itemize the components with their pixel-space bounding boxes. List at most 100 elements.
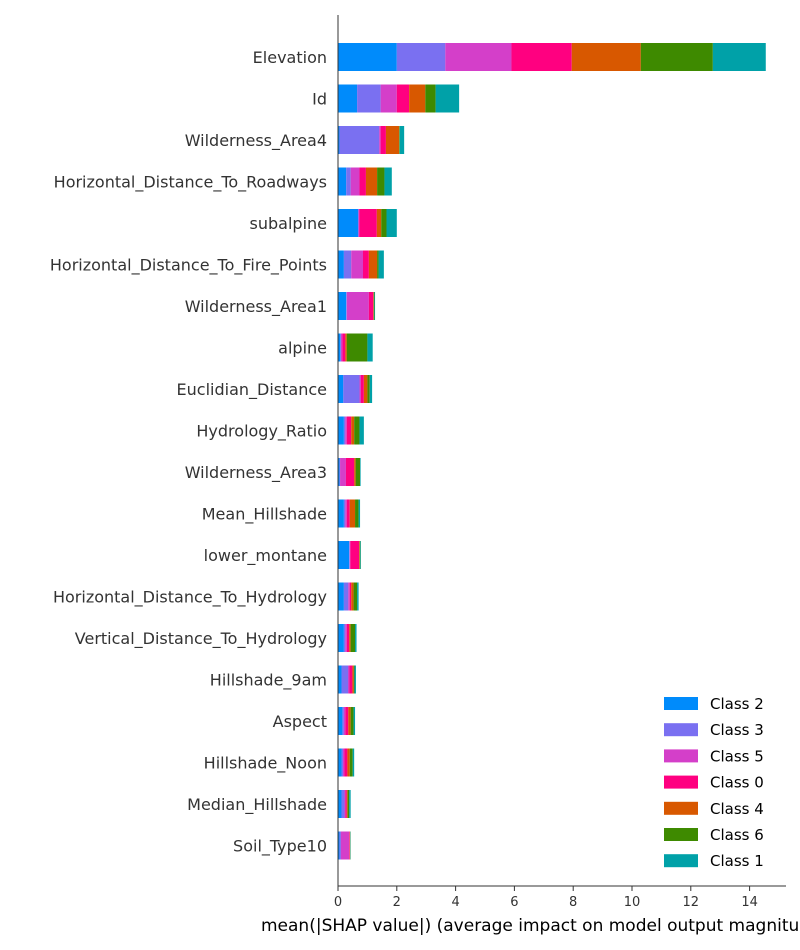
legend-swatch-class-2 [664,697,698,710]
x-tick-label: 2 [393,895,401,910]
bar-wilderness-area1-class-2 [338,292,347,320]
bar-horizontal-distance-to-fire-points-class-0 [362,250,369,279]
bar-wilderness-area1-class-0 [368,292,374,320]
bar-vertical-distance-to-hydrology-class-0 [346,624,350,652]
bar-vertical-distance-to-hydrology-class-5 [345,624,347,652]
bar-vertical-distance-to-hydrology-class-2 [338,624,344,652]
bar-wilderness-area3-class-5 [340,458,346,486]
bar-id-class-3 [357,84,381,113]
x-tick-label: 6 [510,895,518,910]
bar-subalpine-class-6 [381,209,387,237]
bar-lower-montane-class-2 [338,541,350,569]
feature-label-soil-type10: Soil_Type10 [233,837,327,857]
feature-label-horizontal-distance-to-hydrology: Horizontal_Distance_To_Hydrology [53,588,327,608]
bar-euclidian-distance-class-3 [343,375,360,403]
bar-soil-type10-class-5 [340,831,350,860]
bar-vertical-distance-to-hydrology-class-3 [343,624,346,652]
feature-label-alpine: alpine [278,339,327,358]
bar-vertical-distance-to-hydrology-class-4 [349,624,351,652]
bar-hydrology-ratio-class-3 [343,416,346,445]
bar-wilderness-area4-class-3 [339,126,380,154]
bar-wilderness-area3-class-1 [360,458,361,486]
bar-hillshade-9am-class-1 [354,665,356,694]
bar-euclidian-distance-class-0 [360,375,364,403]
feature-label-elevation: Elevation [253,48,327,67]
feature-label-wilderness-area1: Wilderness_Area1 [185,297,327,317]
bar-median-hillshade-class-1 [349,790,351,818]
bar-aspect-class-6 [350,707,354,735]
bar-id-class-1 [435,84,460,113]
bar-mean-hillshade-class-0 [346,499,350,528]
legend-label-class-1: Class 1 [710,852,764,870]
bar-wilderness-area3-class-3 [339,458,341,486]
bar-horizontal-distance-to-hydrology-class-2 [338,582,344,611]
feature-label-horizontal-distance-to-roadways: Horizontal_Distance_To_Roadways [54,173,327,193]
bar-euclidian-distance-class-6 [367,375,370,403]
x-axis-title: mean(|SHAP value|) (average impact on mo… [261,916,800,936]
x-tick-label: 4 [451,895,459,910]
bar-hillshade-noon-class-0 [344,748,348,777]
bar-area [338,43,766,860]
legend-label-class-0: Class 0 [710,774,764,792]
bar-horizontal-distance-to-roadways-class-6 [377,167,385,196]
bar-wilderness-area1-class-5 [346,292,369,320]
bar-hillshade-9am-class-4 [352,665,354,694]
feature-label-hillshade-noon: Hillshade_Noon [204,754,327,774]
bar-hillshade-9am-class-0 [349,665,353,694]
bar-lower-montane-class-5 [349,541,351,569]
bar-median-hillshade-class-6 [347,790,350,818]
bar-soil-type10-class-2 [338,831,340,860]
bar-horizontal-distance-to-fire-points-class-6 [377,250,379,279]
feature-label-euclidian-distance: Euclidian_Distance [177,380,327,400]
bar-alpine-class-3 [340,333,341,362]
feature-label-id: Id [312,90,327,109]
feature-label-wilderness-area4: Wilderness_Area4 [185,131,327,151]
bar-euclidian-distance-class-5 [359,375,361,403]
feature-label-aspect: Aspect [273,712,327,731]
bar-id-class-0 [396,84,410,113]
bar-subalpine-class-0 [359,209,377,237]
bar-mean-hillshade-class-4 [349,499,356,528]
bar-aspect-class-2 [338,707,343,735]
bar-id-class-2 [338,84,358,113]
bar-wilderness-area3-class-6 [355,458,361,486]
legend-swatch-class-6 [664,828,698,841]
bar-alpine-class-1 [367,333,373,362]
bar-hydrology-ratio-class-2 [338,416,344,445]
x-tick-label: 14 [741,895,758,910]
bar-lower-montane-class-1 [360,541,361,569]
bar-subalpine-class-2 [338,209,358,237]
bar-wilderness-area3-class-4 [354,458,356,486]
bar-mean-hillshade-class-3 [343,499,346,528]
bar-hillshade-noon-class-1 [352,748,355,777]
legend-swatch-class-4 [664,801,698,815]
bar-hillshade-noon-class-4 [347,748,350,777]
bar-vertical-distance-to-hydrology-class-6 [350,624,356,652]
legend-swatch-class-5 [664,749,698,763]
bar-hydrology-ratio-class-0 [346,416,352,445]
feature-label-mean-hillshade: Mean_Hillshade [202,505,327,525]
bar-horizontal-distance-to-roadways-class-4 [365,167,378,196]
feature-label-hillshade-9am: Hillshade_9am [210,671,327,691]
bar-horizontal-distance-to-roadways-class-3 [346,167,351,196]
bar-lower-montane-class-6 [359,541,361,569]
bar-wilderness-area4-class-1 [399,126,405,154]
bar-aspect-class-4 [348,707,351,735]
legend-swatch-class-3 [664,723,698,737]
bar-horizontal-distance-to-roadways-class-5 [350,167,360,196]
bar-subalpine-class-5 [358,209,360,237]
feature-label-subalpine: subalpine [250,214,327,233]
bar-alpine-class-4 [345,333,347,362]
x-tick-label: 12 [683,895,700,910]
bar-wilderness-area4-class-4 [385,126,400,154]
legend-label-class-6: Class 6 [710,826,764,844]
feature-label-median-hillshade: Median_Hillshade [187,795,327,815]
bar-elevation-class-3 [396,43,446,71]
legend-label-class-5: Class 5 [710,747,764,765]
bar-elevation-class-6 [640,43,713,71]
bar-median-hillshade-class-3 [341,790,345,818]
bar-median-hillshade-class-0 [345,790,347,818]
bar-elevation-class-0 [511,43,572,71]
bar-hillshade-9am-class-6 [353,665,355,694]
bar-hydrology-ratio-class-6 [354,416,360,445]
